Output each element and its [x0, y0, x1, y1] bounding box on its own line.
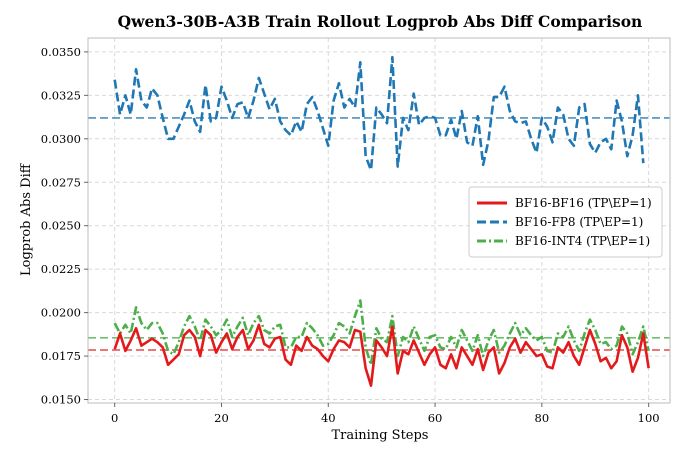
series-line — [113, 55, 645, 172]
y-tick-label: 0.0350 — [41, 45, 81, 59]
y-tick-label: 0.0175 — [41, 349, 81, 363]
y-ticks: 0.0150 0.0175 0.0200 0.0225 0.0250 0.0275 0.03… — [41, 45, 88, 407]
y-tick-label: 0.0200 — [41, 306, 81, 320]
series-line — [113, 299, 650, 367]
legend-box — [468, 186, 663, 258]
series-line — [113, 323, 650, 387]
y-tick-label: 0.0325 — [41, 88, 81, 102]
x-tick-label: 40 — [321, 411, 336, 425]
y-axis-label: Logprob Abs Diff — [19, 162, 34, 276]
legend: BF16-BF16 (TP\EP=1) BF16-FP8 (TP\EP=1) B… — [468, 186, 663, 258]
y-tick-label: 0.0300 — [41, 132, 81, 146]
plot-frame — [87, 37, 671, 404]
legend-label-bf16-fp8: BF16-FP8 (TP\EP=1) — [515, 215, 643, 229]
x-tick-label: 60 — [428, 411, 443, 425]
x-ticks: 0 20 40 60 80 100 — [111, 403, 660, 425]
legend-label-bf16-bf16: BF16-BF16 (TP\EP=1) — [515, 196, 652, 210]
y-tick-label: 0.0250 — [41, 219, 81, 233]
legend-label-bf16-int4: BF16-INT4 (TP\EP=1) — [515, 234, 650, 248]
x-axis-label: Training Steps — [332, 428, 429, 443]
x-tick-label: 100 — [638, 411, 660, 425]
series-lines — [113, 55, 650, 387]
y-tick-label: 0.0225 — [41, 262, 81, 276]
x-tick-label: 20 — [214, 411, 229, 425]
x-tick-label: 80 — [535, 411, 550, 425]
chart-title: Qwen3-30B-A3B Train Rollout Logprob Abs … — [118, 12, 643, 31]
y-tick-label: 0.0275 — [41, 175, 81, 189]
y-tick-label: 0.0150 — [41, 393, 81, 407]
x-tick-label: 0 — [111, 411, 118, 425]
